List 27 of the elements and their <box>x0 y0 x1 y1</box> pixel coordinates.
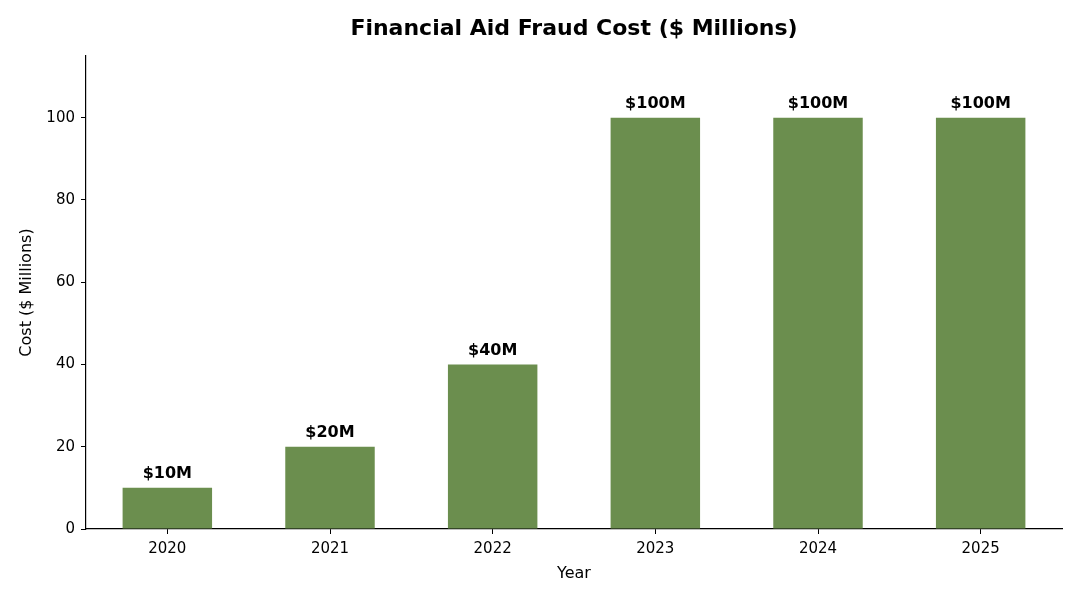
bar <box>285 446 375 529</box>
bar <box>447 364 538 529</box>
y-tick-label: 80 <box>55 189 75 208</box>
data-label: $10M <box>142 463 192 483</box>
y-tick-label: 40 <box>55 354 75 373</box>
x-tick-label: 2020 <box>148 538 187 557</box>
bar <box>773 117 863 529</box>
x-axis-title: Year <box>556 562 592 582</box>
x-tick-label: 2023 <box>636 538 675 557</box>
y-axis-title: Cost ($ Millions) <box>15 228 35 357</box>
x-tick-label: 2021 <box>310 538 350 557</box>
data-label: $100M <box>950 92 1011 112</box>
bar <box>610 117 701 529</box>
bar <box>122 487 213 529</box>
x-tick-label: 2022 <box>473 538 512 557</box>
bar <box>935 117 1026 529</box>
data-label: $20M <box>305 421 355 441</box>
y-tick-label: 0 <box>65 518 75 537</box>
data-label: $100M <box>787 92 849 112</box>
y-tick-label: 20 <box>55 436 75 455</box>
y-tick-label: 100 <box>46 107 75 126</box>
x-tick-label: 2024 <box>798 538 838 557</box>
chart-title: Financial Aid Fraud Cost ($ Millions) <box>350 14 798 40</box>
data-label: $40M <box>468 339 518 359</box>
y-tick-label: 60 <box>55 272 75 291</box>
x-tick-label: 2025 <box>961 538 1000 557</box>
data-label: $100M <box>625 92 686 112</box>
